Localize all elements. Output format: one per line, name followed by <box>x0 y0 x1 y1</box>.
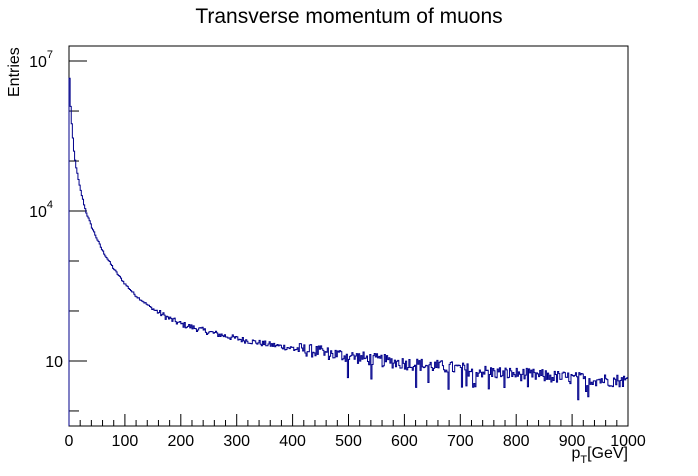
y-tick-label: 107 <box>29 49 53 71</box>
x-tick-label: 100 <box>112 433 139 450</box>
y-axis-label: Entries <box>6 47 23 97</box>
axis-ticks <box>68 60 629 426</box>
x-axis-label: pT[GeV] <box>571 445 628 466</box>
x-tick-label: 600 <box>391 433 418 450</box>
x-tick-label: 800 <box>503 433 530 450</box>
y-tick-label: 104 <box>29 199 53 221</box>
chart-title: Transverse momentum of muons <box>195 5 502 28</box>
x-tick-label: 200 <box>167 433 194 450</box>
histogram-series <box>68 77 628 426</box>
x-tick-label: 0 <box>65 433 74 450</box>
x-tick-label: 900 <box>559 433 586 450</box>
tick-labels: 0 100 200 300 400 500 600 700 800 900 1000 10 104 107 <box>29 49 646 450</box>
x-tick-label: 500 <box>335 433 362 450</box>
x-tick-label: 400 <box>279 433 306 450</box>
x-tick-label: 700 <box>447 433 474 450</box>
y-tick-label: 10 <box>45 354 63 371</box>
x-tick-label: 300 <box>223 433 250 450</box>
y-axis-title: Entries <box>6 47 23 97</box>
x-tick-label: 1000 <box>610 433 646 450</box>
